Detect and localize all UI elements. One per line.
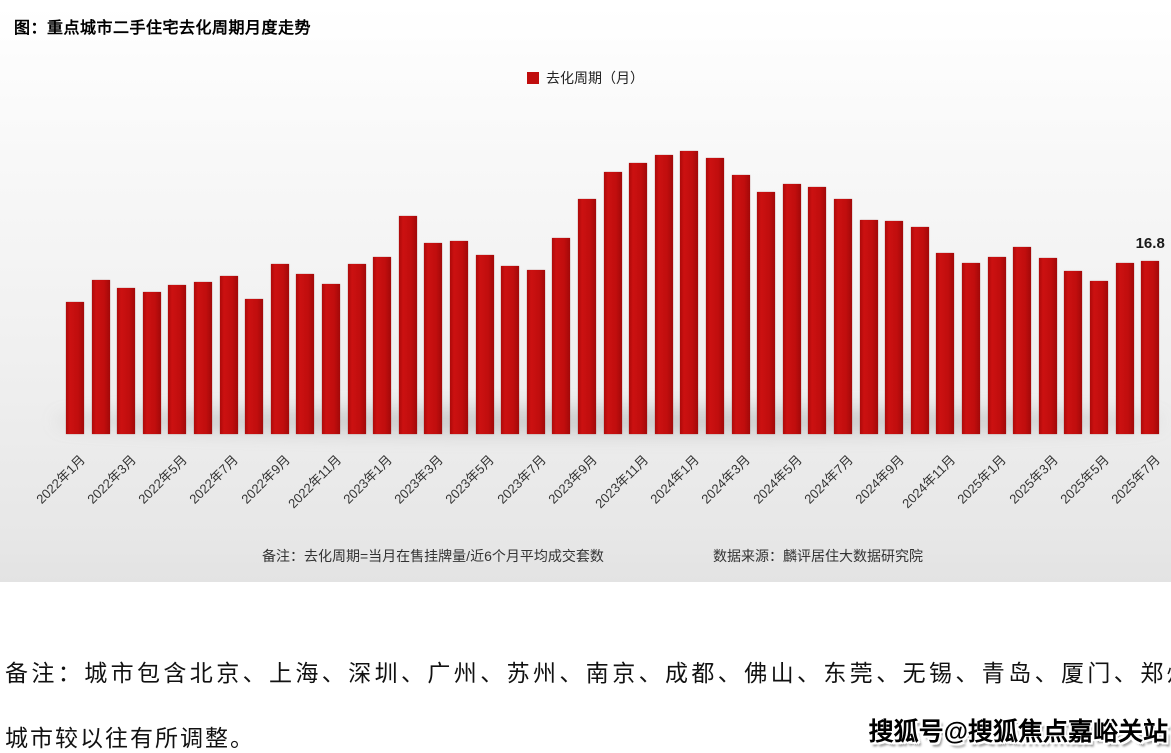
bar-2022年3月 bbox=[117, 287, 136, 434]
x-axis-label: 2024年3月 bbox=[698, 452, 754, 507]
x-axis-label: 2022年7月 bbox=[186, 452, 242, 507]
bar-2024年4月 bbox=[757, 191, 776, 434]
x-axis-label: 2025年5月 bbox=[1057, 452, 1112, 507]
x-axis-label: 2023年7月 bbox=[493, 452, 549, 507]
bar-2022年4月 bbox=[142, 291, 161, 434]
x-axis-label: 2024年7月 bbox=[801, 452, 856, 507]
bar-2022年10月 bbox=[296, 274, 315, 434]
x-axis-label: 2024年11月 bbox=[899, 452, 959, 512]
bar-2025年5月 bbox=[1090, 280, 1108, 434]
bar-2023年7月 bbox=[526, 270, 545, 434]
x-axis-label: 2022年3月 bbox=[84, 452, 139, 507]
chart-panel: 图：重点城市二手住宅去化周期月度走势 去化周期（月） 备注：去化周期=当月在售挂… bbox=[0, 6, 1171, 582]
bar-2024年2月 bbox=[706, 157, 724, 434]
bar-2023年10月 bbox=[603, 172, 622, 434]
bar-2022年6月 bbox=[194, 281, 212, 434]
x-axis-label: 2023年5月 bbox=[442, 452, 498, 507]
bar-2022年5月 bbox=[168, 284, 187, 434]
x-axis-label: 2022年1月 bbox=[33, 452, 88, 507]
x-axis-label: 2022年5月 bbox=[135, 452, 191, 507]
bar-2024年1月 bbox=[680, 150, 699, 434]
x-axis-label: 2024年5月 bbox=[749, 452, 805, 507]
bar-2025年6月 bbox=[1115, 263, 1134, 434]
bar-2022年12月 bbox=[347, 264, 366, 434]
footer-remark-line1: 备注：城市包含北京、上海、深圳、广州、苏州、南京、成都、佛山、东莞、无锡、青岛、… bbox=[5, 661, 1171, 686]
bar-2024年3月 bbox=[731, 175, 750, 434]
x-axis-label: 2024年1月 bbox=[647, 452, 703, 507]
x-axis-label: 2023年1月 bbox=[340, 452, 395, 507]
bar-2022年11月 bbox=[322, 283, 340, 434]
data-source-note: 数据来源：麟评居住大数据研究院 bbox=[713, 548, 923, 564]
chart-footnote: 备注：去化周期=当月在售挂牌量/近6个月平均成交套数 bbox=[262, 548, 604, 564]
bar-2022年1月 bbox=[66, 302, 84, 434]
bar-2024年11月 bbox=[936, 252, 955, 434]
x-axis-label: 2025年3月 bbox=[1005, 452, 1061, 507]
bar-2023年12月 bbox=[654, 154, 673, 434]
bar-2024年7月 bbox=[834, 199, 852, 434]
chart-title: 图：重点城市二手住宅去化周期月度走势 bbox=[14, 20, 312, 37]
bar-2022年9月 bbox=[270, 264, 289, 434]
bar-2023年9月 bbox=[578, 199, 596, 434]
bar-2023年8月 bbox=[552, 238, 571, 434]
bar-2022年2月 bbox=[91, 279, 110, 434]
bar-2024年9月 bbox=[885, 220, 904, 434]
bar-2023年4月 bbox=[450, 241, 468, 434]
bar-2024年5月 bbox=[782, 183, 801, 434]
legend-swatch-icon bbox=[527, 72, 539, 84]
x-axis-label: 2023年11月 bbox=[591, 452, 651, 512]
bar-2023年6月 bbox=[501, 266, 520, 434]
bar-2022年7月 bbox=[219, 276, 238, 434]
footer-remark-line2: 城市较以往有所调整。 bbox=[5, 726, 255, 751]
bar-2023年11月 bbox=[629, 163, 648, 434]
bar-2024年6月 bbox=[808, 186, 827, 434]
bar-2025年4月 bbox=[1064, 271, 1083, 434]
x-axis-label: 2025年7月 bbox=[1108, 452, 1163, 507]
bar-2025年2月 bbox=[1013, 246, 1032, 434]
bar-2025年7月 bbox=[1141, 260, 1160, 434]
bar-2023年2月 bbox=[398, 215, 417, 434]
bar-2024年12月 bbox=[962, 263, 980, 434]
bar-2022年8月 bbox=[245, 299, 264, 434]
bar-2023年1月 bbox=[373, 256, 392, 434]
x-axis-label: 2022年11月 bbox=[284, 452, 344, 512]
bar-2025年1月 bbox=[987, 256, 1006, 434]
bar-2023年3月 bbox=[424, 243, 443, 434]
x-axis-label: 2023年3月 bbox=[391, 452, 447, 507]
footer-remark: 备注：城市包含北京、上海、深圳、广州、苏州、南京、成都、佛山、东莞、无锡、青岛、… bbox=[5, 654, 1171, 753]
x-axis-label: 2025年1月 bbox=[954, 452, 1010, 507]
bar-2024年8月 bbox=[859, 219, 878, 434]
bar-2023年5月 bbox=[475, 254, 494, 434]
watermark: 搜狐号@搜狐焦点嘉峪关站 bbox=[868, 718, 1168, 746]
legend: 去化周期（月） bbox=[0, 68, 1171, 88]
bar-2024年10月 bbox=[910, 226, 929, 434]
last-bar-value-label: 16.8 bbox=[1135, 234, 1165, 252]
bar-2025年3月 bbox=[1038, 257, 1057, 434]
legend-label: 去化周期（月） bbox=[546, 70, 644, 86]
